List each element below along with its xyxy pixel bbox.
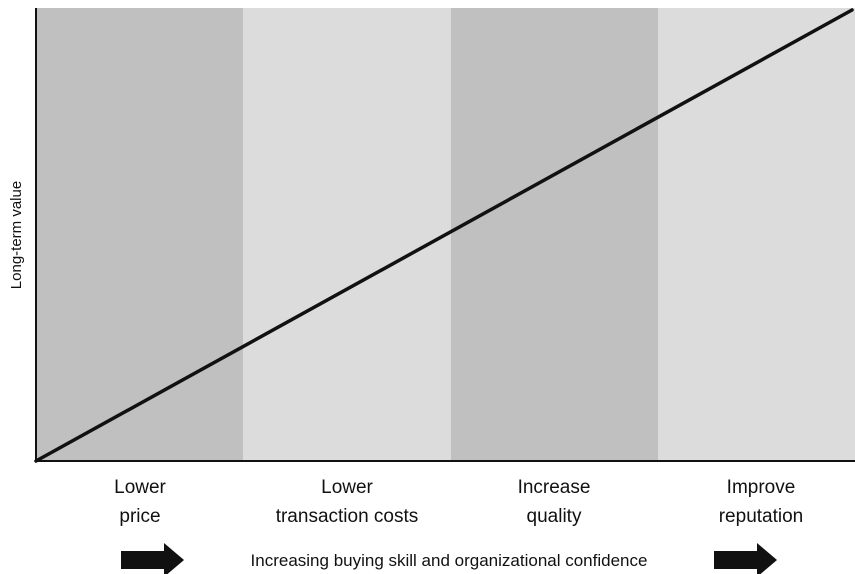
- bands: [37, 8, 855, 461]
- band-improve-reputation: [658, 8, 855, 461]
- right-arrow-icon: [714, 543, 777, 574]
- band-lower-price: [37, 8, 243, 461]
- right-arrow-icon: [121, 543, 184, 574]
- band-increase-quality: [451, 8, 658, 461]
- band-label-increase-quality-line2: quality: [527, 506, 582, 527]
- band-label-lower-price-line1: Lower: [114, 477, 166, 498]
- y-axis-label: Long-term value: [8, 181, 25, 289]
- band-labels: Lower price Lower transaction costs Incr…: [114, 477, 803, 527]
- bottom-caption: Increasing buying skill and organization…: [251, 551, 648, 570]
- band-label-increase-quality-line1: Increase: [518, 477, 591, 498]
- band-label-transaction-costs-line1: Lower: [321, 477, 373, 498]
- band-label-lower-price-line2: price: [119, 506, 160, 527]
- band-label-improve-reputation-line2: reputation: [719, 506, 804, 527]
- band-lower-transaction-costs: [243, 8, 451, 461]
- value-trend-line: [34, 8, 854, 463]
- band-label-transaction-costs-line2: transaction costs: [276, 506, 419, 527]
- band-label-improve-reputation-line1: Improve: [727, 477, 796, 498]
- bottom-caption-group: Increasing buying skill and organization…: [121, 543, 777, 574]
